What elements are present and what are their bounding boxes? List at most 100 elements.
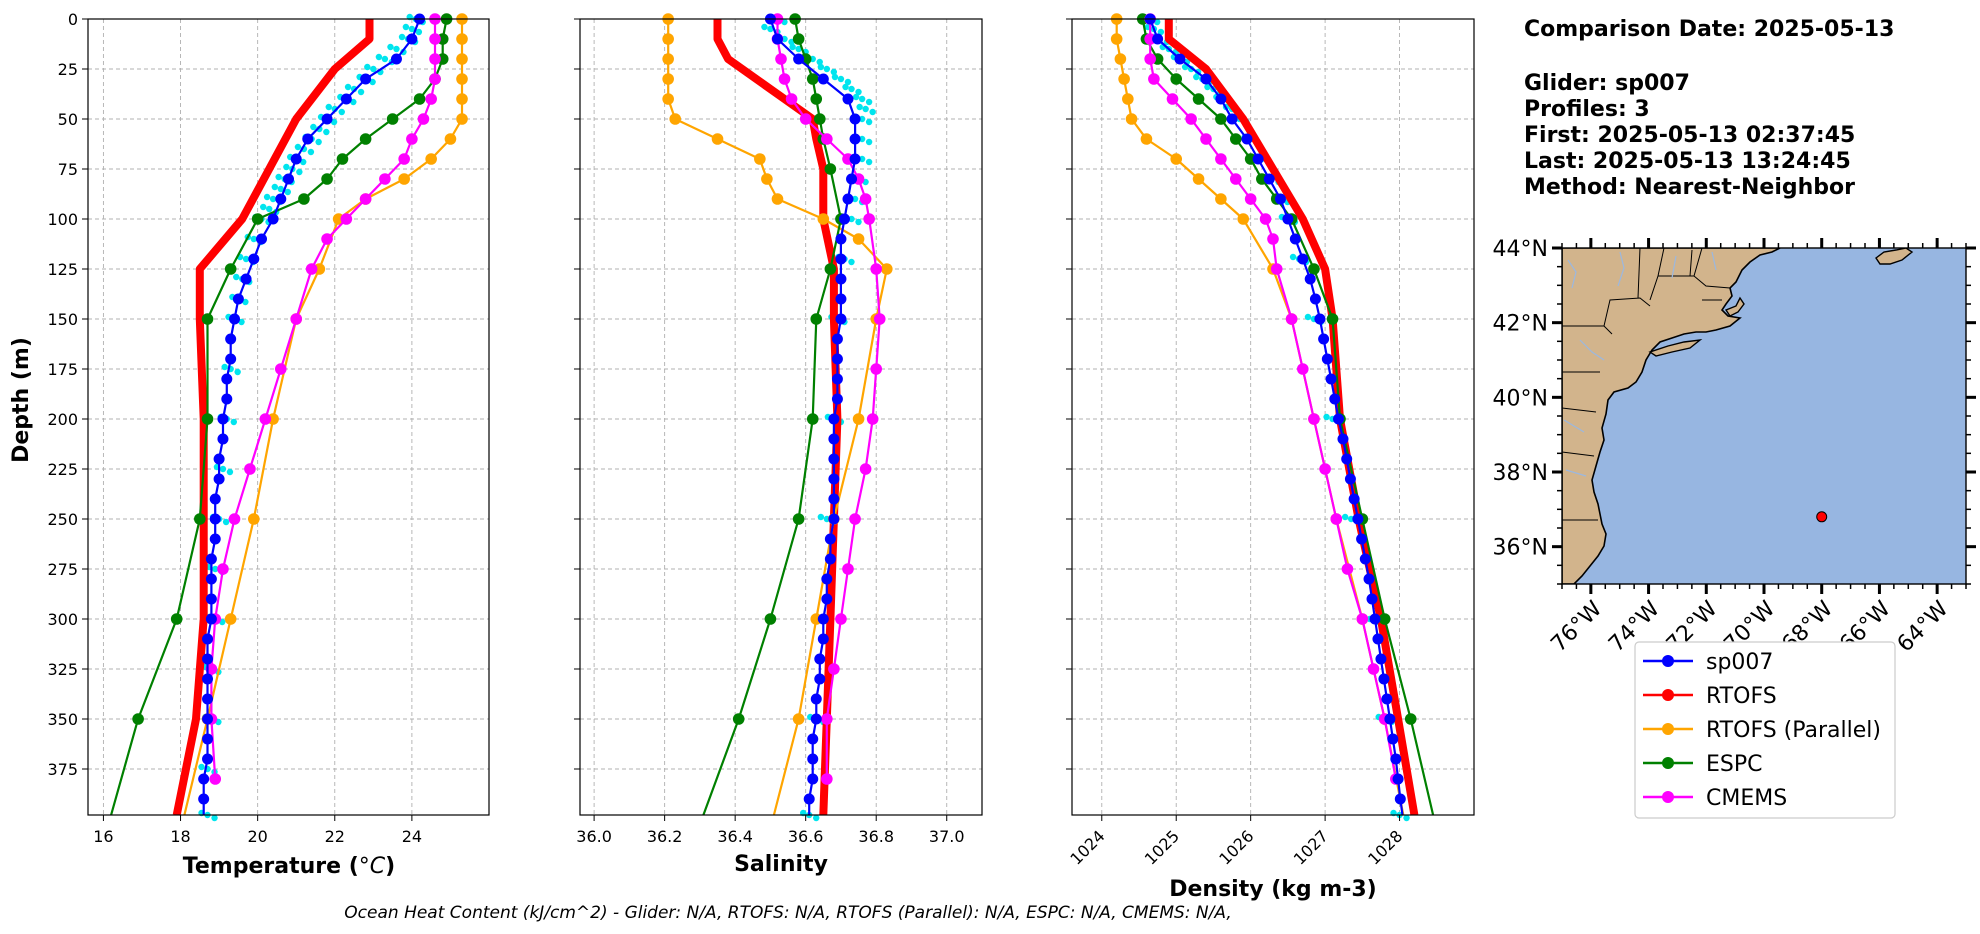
temperature-cmems-marker [429,53,441,65]
salinity-sp007-marker [831,393,843,405]
temperature-panel: 16 18 20 22 24 0 25 50 75 100 125 150 175 200 225 250 27… [9,10,490,879]
density-series [1110,13,1435,822]
temperature-sp007-all-profiles-point [296,168,303,176]
salinity-sp007-marker [838,213,850,225]
salinity-rtofs-parallel-marker [852,413,865,425]
density-rtofs-parallel-marker [1125,113,1138,125]
density-rtofs-parallel-marker [1122,93,1134,105]
temperature-sp007-all-profiles-point [242,255,250,263]
info-block: Comparison Date: 2025-05-13 Glider: sp00… [1524,17,1894,200]
legend: sp007 RTOFS RTOFS (Parallel) ESPC CMEMS [1634,641,1896,819]
salinity-cmems-marker [821,713,833,725]
density-sp007-marker [1321,353,1333,365]
depth-ytick-label: 150 [47,310,78,329]
density-sp007-marker [1381,693,1393,705]
density-cmems-marker [1319,463,1331,475]
salinity-rtofs-parallel-marker [662,53,674,65]
temperature-sp007-marker [340,93,352,105]
temperature-sp007-marker [205,553,217,565]
salinity-sp007-all-profiles-point [848,85,855,93]
map-lat-label: 38°N [1493,461,1548,486]
density-sp007-marker [1366,593,1378,605]
salinity-cmems-marker [775,53,787,65]
density-sp007-marker [1314,313,1326,325]
salinity-rtofs-parallel-marker [761,173,773,185]
density-panel: 1024 1025 1026 1027 1028 Density (kg m-3) [1066,13,1475,902]
temperature-sp007-all-profiles-point [221,363,228,371]
salinity-sp007-marker [835,273,847,285]
temperature-sp007-marker [229,313,241,325]
density-xtick-label: 1028 [1364,826,1406,868]
ocean-heat-content-footer: Ocean Heat Content (kJ/cm^2) - Glider: N… [344,903,1231,923]
density-rtofs-parallel-line [1115,19,1405,816]
density-cmems-marker [1144,53,1156,65]
salinity-espc-marker [764,613,777,625]
depth-ytick-label: 300 [47,610,78,629]
temperature-sp007-marker [390,53,402,65]
salinity-sp007-marker [835,293,847,305]
density-sp007-marker [1384,713,1396,725]
temperature-rtofs-parallel-marker [456,73,468,85]
temperature-sp007-all-profiles-point [402,23,410,31]
salinity-sp007-marker [828,473,840,485]
salinity-sp007-all-profiles-point [858,115,866,123]
temperature-sp007-marker [198,793,210,805]
density-sp007-marker [1363,573,1375,585]
temperature-espc-marker [201,313,214,325]
salinity-espc-marker [732,713,745,725]
first-time: First: 2025-05-13 02:37:45 [1524,123,1855,148]
temperature-rtofs-parallel-marker [398,173,410,185]
temperature-cmems-marker [429,73,441,85]
temperature-xtick-label: 16 [93,827,113,846]
temperature-cmems-marker [209,773,222,785]
temperature-rtofs-parallel-marker [247,513,260,525]
salinity-cmems-marker [835,613,847,625]
density-sp007-marker [1152,33,1164,45]
temperature-sp007-all-profiles-point [323,128,330,136]
salinity-sp007-marker [831,373,843,385]
density-sp007-marker [1337,433,1349,445]
salinity-sp007-marker [807,753,819,765]
salinity-rtofs-parallel-marker [662,73,674,85]
density-cmems-marker [1296,363,1309,375]
temperature-sp007-all-profiles-point [198,763,205,771]
map-lon-label: 64°W [1893,596,1954,657]
density-xtick-label: 1024 [1066,826,1108,868]
temperature-sp007-marker [202,633,214,645]
density-sp007-marker [1215,93,1227,105]
temperature-sp007-marker [225,333,237,345]
density-espc-marker [1215,113,1227,125]
temperature-sp007-marker [209,493,221,505]
density-sp007-marker [1352,513,1364,525]
salinity-xtick-label: 36.0 [576,827,612,846]
density-espc-marker [1326,313,1339,325]
salinity-xtick-label: 36.4 [717,827,753,846]
salinity-sp007-all-profiles-point [858,135,866,143]
temperature-sp007-marker [205,573,217,585]
depth-ytick-label: 175 [47,360,78,379]
density-cmems-marker [1270,263,1283,275]
temperature-espc-marker [132,713,144,725]
depth-ytick-label: 125 [47,260,78,279]
density-cmems-marker [1367,663,1380,675]
temperature-sp007-all-profiles-point [222,518,230,526]
density-sp007-marker [1344,473,1356,485]
density-espc-marker [1192,93,1205,105]
salinity-sp007-all-profiles-point [855,218,862,226]
salinity-rtofs-parallel-marker [771,193,784,205]
density-espc-marker [1404,713,1417,725]
temperature-sp007-all-profiles-point [242,298,249,306]
temperature-rtofs-parallel-marker [425,153,437,165]
temperature-sp007-all-profiles-point [369,78,376,86]
temperature-sp007-marker [406,33,418,45]
temperature-series [110,13,468,822]
salinity-sp007-all-profiles-point [865,118,873,126]
salinity-sp007-marker [849,133,861,145]
salinity-cmems-marker [870,363,883,375]
temperature-sp007-all-profiles-point [330,118,338,126]
salinity-xlabel: Salinity [734,852,828,877]
cape-cod [1724,296,1745,317]
temperature-grid [88,18,489,815]
temperature-cmems-marker [359,193,372,205]
